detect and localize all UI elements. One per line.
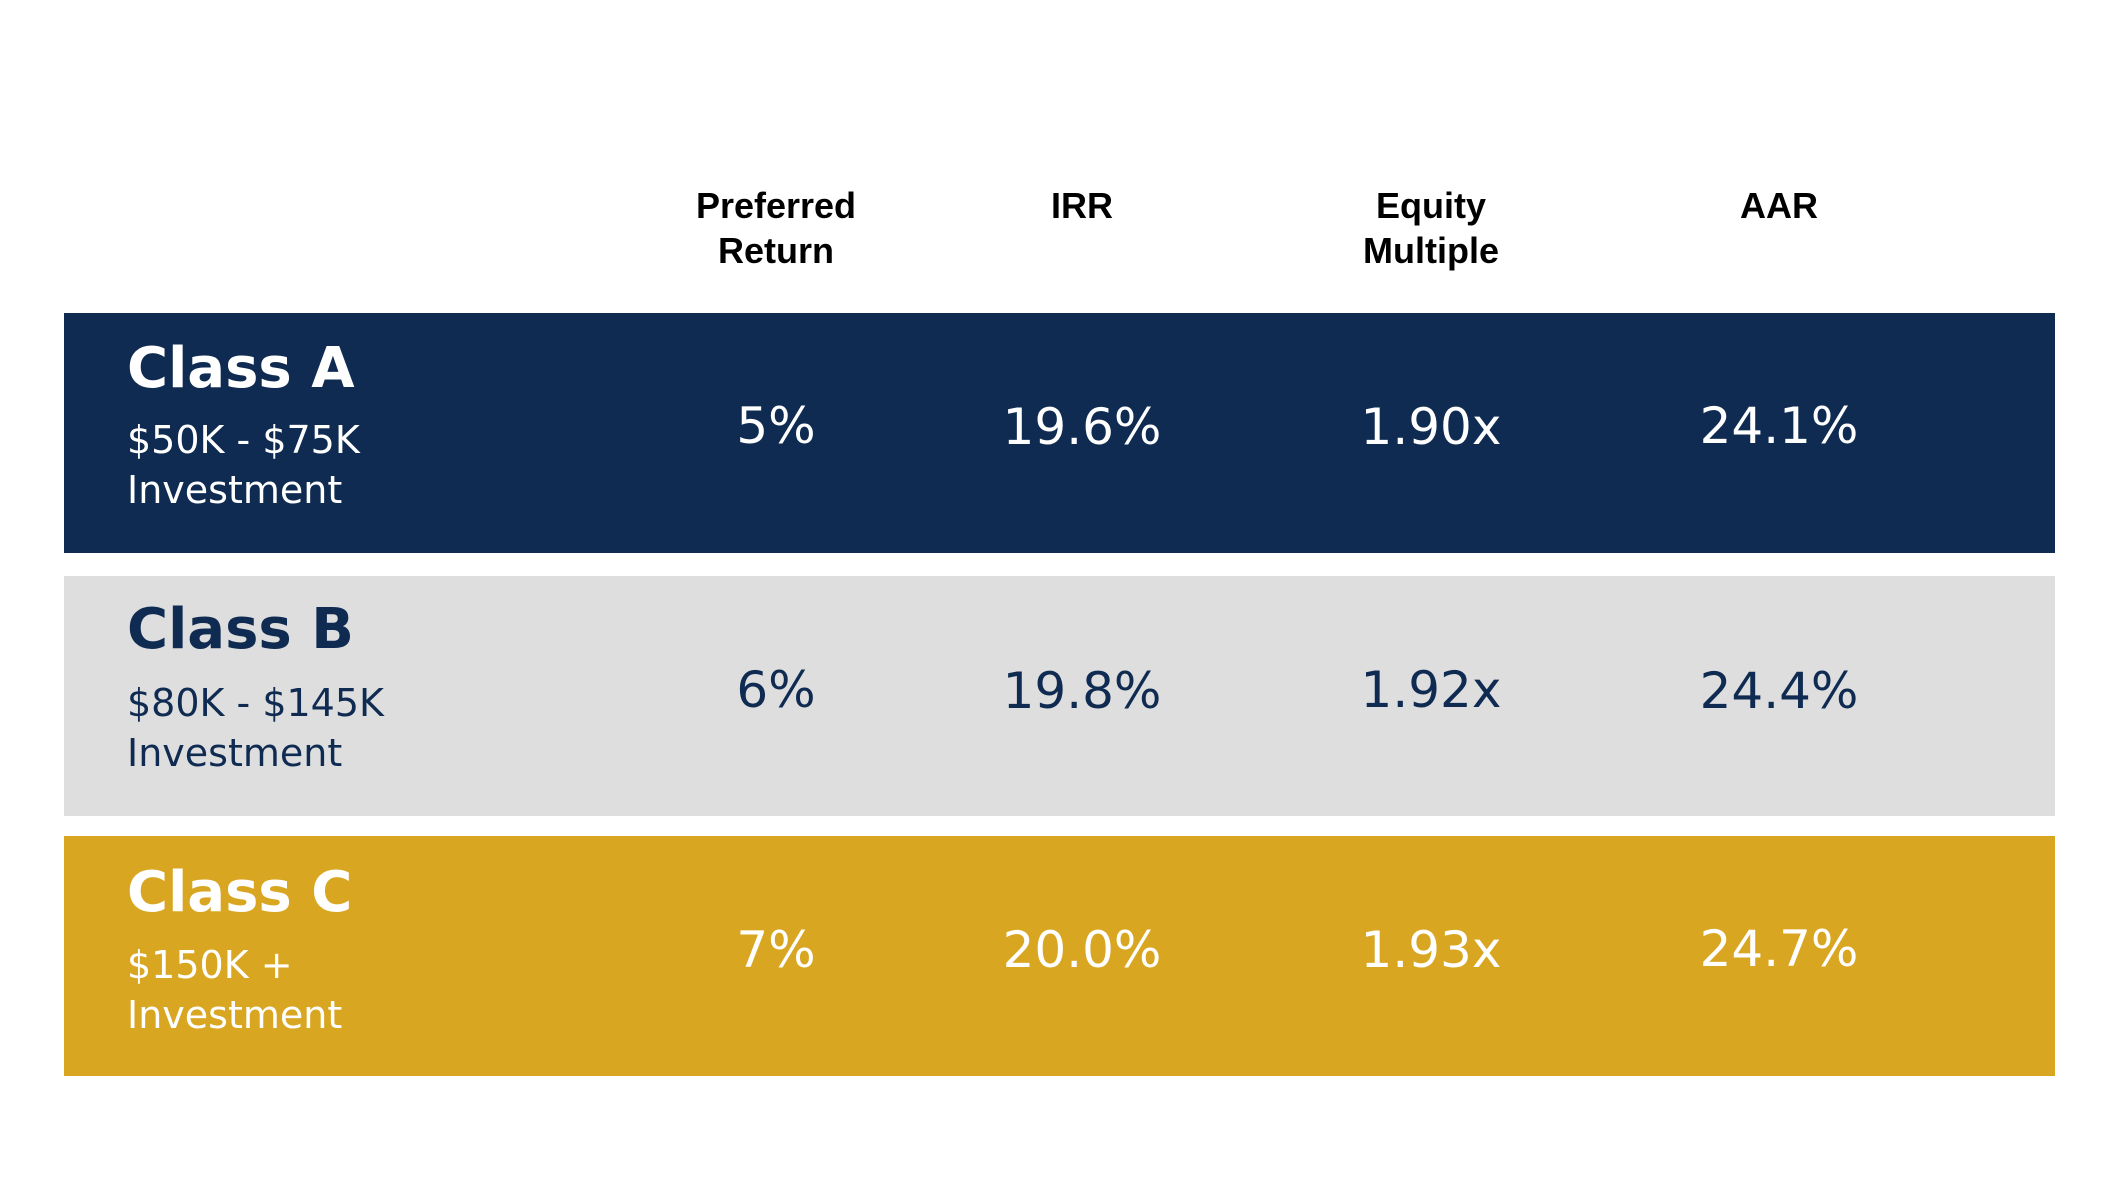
class-b-irr: 19.8% [1002, 662, 1162, 720]
class-c-equity-multiple: 1.93x [1360, 921, 1502, 979]
class-c-row: Class C $150K + Investment 7% 20.0% 1.93… [64, 836, 2055, 1076]
class-c-investment: Investment [127, 993, 343, 1037]
class-a-aar: 24.1% [1699, 397, 1859, 455]
class-c-title: Class C [127, 860, 353, 925]
class-a-investment: Investment [127, 468, 343, 512]
class-b-title: Class B [127, 597, 354, 662]
class-a-row: Class A $50K - $75K Investment 5% 19.6% … [64, 313, 2055, 553]
class-b-row: Class B $80K - $145K Investment 6% 19.8%… [64, 576, 2055, 816]
class-a-title: Class A [127, 336, 355, 401]
class-c-aar: 24.7% [1699, 920, 1859, 978]
class-c-irr: 20.0% [1002, 921, 1162, 979]
class-c-range: $150K + [127, 943, 293, 987]
header-aar: AAR [1740, 185, 1818, 226]
header-equity-multiple: Equity Multiple [1363, 185, 1499, 271]
class-a-range: $50K - $75K [127, 418, 360, 462]
class-b-range: $80K - $145K [127, 681, 384, 725]
class-a-preferred-return: 5% [736, 397, 816, 455]
header-irr: IRR [1051, 185, 1113, 226]
class-c-preferred-return: 7% [736, 921, 816, 979]
class-b-equity-multiple: 1.92x [1360, 661, 1502, 719]
class-b-aar: 24.4% [1699, 662, 1859, 720]
table-header: Preferred Return IRR Equity Multiple AAR [0, 0, 2110, 310]
class-a-irr: 19.6% [1002, 398, 1162, 456]
header-preferred-return: Preferred Return [695, 185, 857, 271]
class-a-equity-multiple: 1.90x [1360, 398, 1502, 456]
class-b-preferred-return: 6% [736, 661, 816, 719]
class-b-investment: Investment [127, 731, 343, 775]
